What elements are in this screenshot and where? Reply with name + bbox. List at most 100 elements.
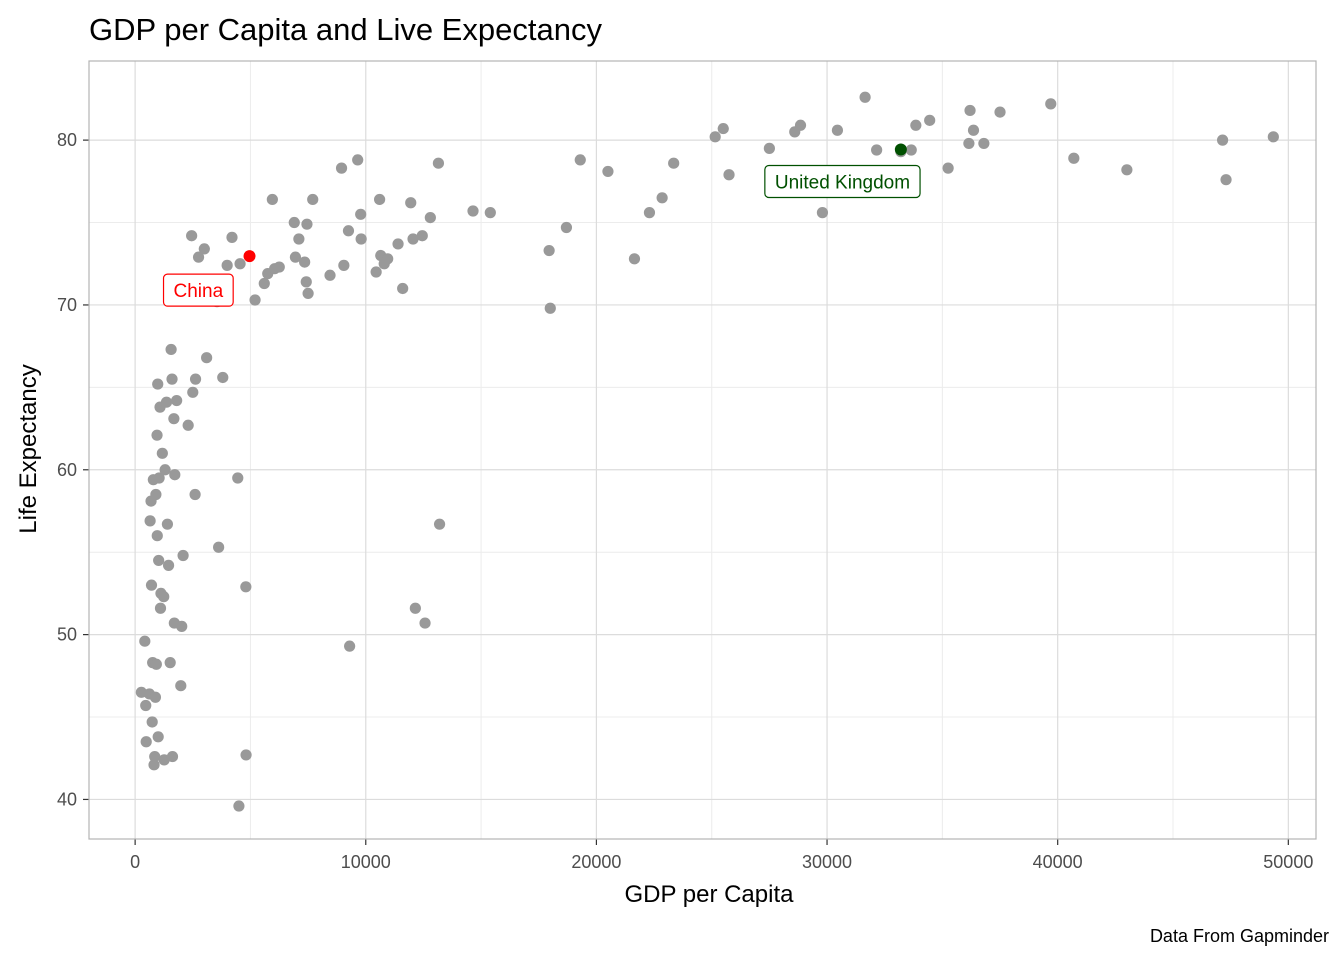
data-point bbox=[301, 218, 313, 230]
data-point bbox=[266, 193, 278, 206]
data-point bbox=[299, 256, 311, 268]
data-point bbox=[355, 233, 367, 245]
data-point bbox=[234, 258, 246, 270]
data-point bbox=[153, 554, 165, 567]
data-point bbox=[560, 221, 573, 234]
data-point bbox=[154, 602, 167, 614]
data-point bbox=[338, 259, 350, 271]
data-point bbox=[344, 640, 356, 652]
highlight-point-united-kingdom bbox=[894, 143, 907, 156]
data-point bbox=[198, 243, 210, 255]
data-point bbox=[302, 287, 314, 300]
data-point bbox=[905, 144, 917, 156]
x-axis-title: GDP per Capita bbox=[625, 881, 795, 908]
data-point bbox=[816, 207, 829, 219]
data-point bbox=[150, 488, 162, 501]
data-point bbox=[145, 579, 158, 591]
annotation-label-united-kingdom: United Kingdom bbox=[775, 173, 910, 194]
data-point bbox=[289, 251, 302, 263]
x-tick-label: 20000 bbox=[571, 852, 621, 872]
data-point bbox=[166, 373, 178, 385]
data-point bbox=[723, 169, 735, 181]
chart-title: GDP per Capita and Live Expectancy bbox=[89, 12, 602, 47]
data-point bbox=[164, 657, 176, 669]
data-point bbox=[392, 238, 404, 250]
data-point bbox=[602, 165, 614, 178]
data-point bbox=[910, 119, 922, 131]
data-point bbox=[240, 749, 252, 761]
data-point bbox=[409, 602, 421, 614]
data-point bbox=[175, 680, 187, 692]
data-point bbox=[233, 800, 245, 812]
data-point bbox=[192, 251, 205, 263]
x-tick-label: 30000 bbox=[802, 852, 852, 872]
data-point bbox=[419, 617, 431, 629]
data-point bbox=[405, 197, 417, 209]
data-point bbox=[656, 192, 668, 204]
data-point bbox=[300, 276, 312, 288]
data-point bbox=[139, 635, 151, 647]
data-point bbox=[717, 122, 729, 135]
data-point bbox=[416, 230, 428, 242]
data-point bbox=[152, 378, 164, 390]
data-point bbox=[924, 114, 936, 126]
data-point bbox=[156, 447, 168, 459]
data-point bbox=[967, 124, 980, 136]
data-point bbox=[182, 419, 194, 431]
data-point bbox=[153, 472, 165, 484]
y-tick-label: 60 bbox=[57, 460, 77, 480]
data-point bbox=[176, 620, 188, 632]
data-point bbox=[628, 253, 641, 265]
caption: Data From Gapminder bbox=[1150, 926, 1329, 946]
data-point bbox=[288, 216, 300, 229]
data-point bbox=[370, 266, 382, 278]
data-point bbox=[146, 716, 158, 728]
data-point bbox=[151, 530, 163, 542]
data-point bbox=[140, 736, 152, 748]
data-point bbox=[763, 142, 775, 154]
data-point bbox=[994, 106, 1006, 118]
data-point bbox=[149, 750, 161, 763]
data-point bbox=[831, 124, 844, 136]
data-point bbox=[374, 193, 386, 206]
data-point bbox=[150, 658, 162, 670]
plot-panel: 0 10000 20000 30000 40000 50000 40 50 60 70 80 Chin… bbox=[57, 60, 1317, 872]
data-point bbox=[140, 699, 152, 712]
data-point bbox=[352, 154, 364, 166]
data-point bbox=[484, 207, 496, 219]
data-point bbox=[144, 515, 156, 527]
data-point bbox=[160, 396, 173, 408]
data-point bbox=[978, 137, 990, 150]
data-point bbox=[1216, 134, 1229, 146]
y-tick-label: 70 bbox=[57, 295, 77, 315]
data-point bbox=[794, 119, 807, 131]
data-point bbox=[1220, 174, 1232, 186]
data-point bbox=[293, 233, 305, 245]
data-point bbox=[217, 371, 229, 384]
data-point bbox=[382, 253, 394, 265]
data-point bbox=[543, 244, 555, 257]
data-point bbox=[177, 549, 189, 562]
data-point bbox=[201, 352, 213, 364]
data-point bbox=[258, 277, 270, 290]
data-point bbox=[424, 211, 436, 224]
data-point bbox=[232, 472, 244, 484]
y-tick-label: 80 bbox=[57, 130, 77, 150]
data-point bbox=[1045, 98, 1057, 110]
data-point bbox=[161, 518, 174, 530]
data-point bbox=[165, 343, 177, 356]
data-point bbox=[213, 541, 225, 553]
data-point bbox=[307, 193, 319, 206]
y-axis-title: Life Expectancy bbox=[15, 364, 42, 533]
data-point bbox=[397, 282, 409, 295]
data-point bbox=[964, 104, 976, 117]
x-tick-label: 40000 bbox=[1033, 852, 1083, 872]
data-point bbox=[149, 691, 162, 703]
data-point bbox=[871, 144, 883, 156]
data-point bbox=[226, 231, 238, 243]
data-point bbox=[166, 750, 179, 763]
data-point bbox=[1121, 164, 1133, 176]
data-point bbox=[249, 294, 261, 306]
data-point bbox=[186, 230, 198, 242]
annotation-label-china: China bbox=[174, 281, 224, 302]
